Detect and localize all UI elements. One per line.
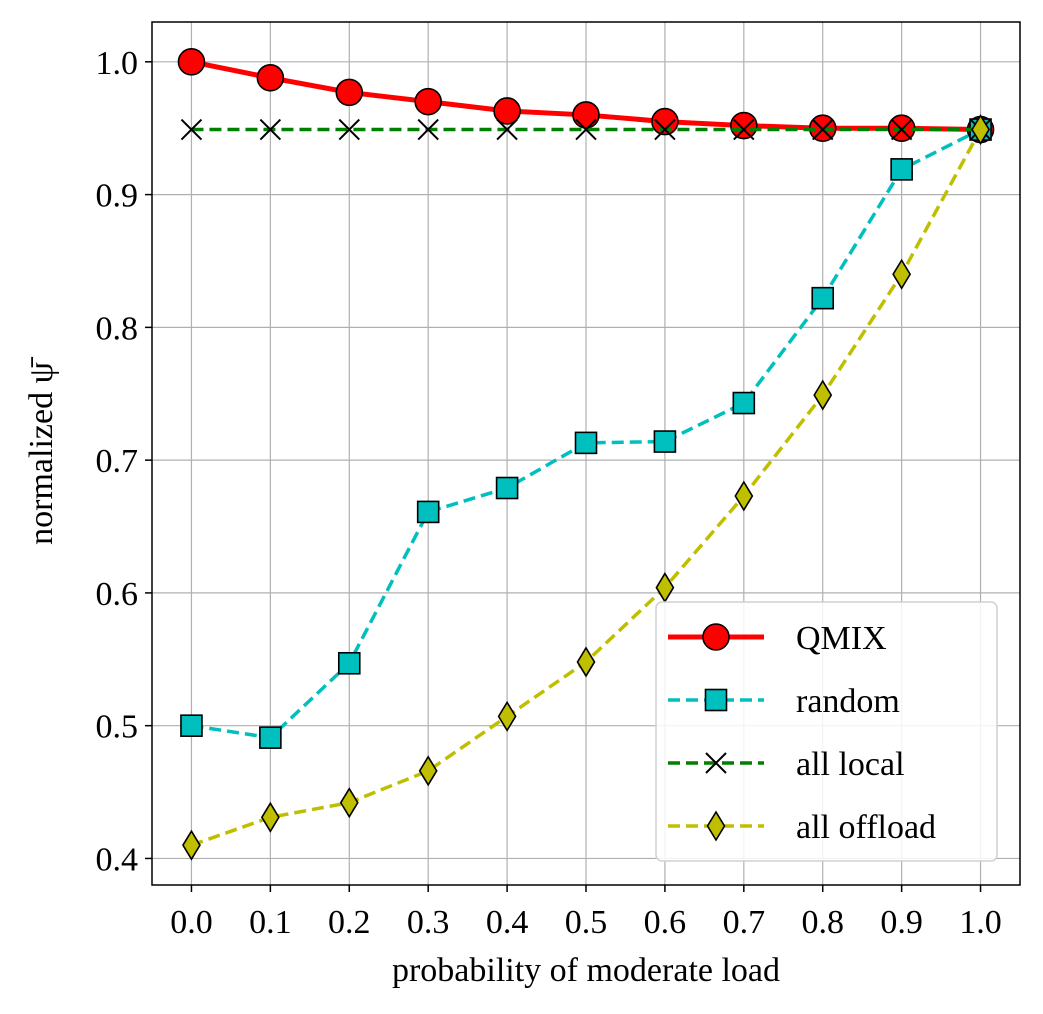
x-tick-label: 0.5	[565, 904, 608, 941]
legend-marker	[704, 688, 728, 712]
data-point	[177, 48, 206, 76]
data-point	[337, 651, 361, 675]
y-tick-label: 1.0	[96, 45, 139, 82]
x-tick-label: 0.3	[407, 904, 450, 941]
y-tick-label: 0.5	[96, 709, 139, 746]
data-point	[493, 97, 521, 125]
x-tick-label: 0.1	[249, 904, 292, 941]
series-all-offload	[182, 114, 990, 861]
legend-item: random	[668, 683, 900, 720]
data-point	[418, 755, 438, 787]
y-axis-label: normalized ψ̄	[23, 356, 60, 545]
legend-item: all local	[668, 746, 905, 783]
data-point	[180, 714, 203, 737]
legend-box	[655, 601, 998, 862]
data-point	[260, 801, 280, 833]
data-point	[497, 700, 517, 732]
data-point	[732, 391, 756, 415]
data-point	[256, 63, 285, 92]
data-point	[811, 286, 835, 310]
data-point	[576, 646, 596, 678]
x-tick-label: 0.7	[723, 904, 766, 941]
data-point	[259, 118, 282, 141]
x-tick-label: 0.2	[328, 904, 371, 941]
data-point	[339, 787, 359, 819]
data-point	[655, 572, 675, 604]
legend-item: QMIX	[668, 620, 887, 657]
data-point	[654, 118, 676, 141]
x-tick-label: 0.9	[880, 904, 923, 941]
data-point	[417, 118, 439, 141]
data-point	[733, 118, 755, 141]
y-tick-label: 0.8	[96, 310, 139, 347]
data-point	[971, 114, 990, 146]
data-point	[812, 118, 834, 141]
x-tick-label: 0.6	[644, 904, 687, 941]
data-point	[495, 476, 519, 500]
data-point	[890, 118, 913, 141]
legend-marker	[706, 810, 726, 842]
legend-label: random	[796, 683, 900, 720]
legend-label: all offload	[796, 809, 936, 846]
legend: QMIX random all local all offload	[655, 601, 998, 862]
x-axis-label: probability of moderate load	[392, 952, 780, 989]
data-point	[813, 379, 833, 411]
axis-ticks: 0.0 0.1 0.2 0.3 0.4 0.5 0.6 0.7 0.8 0.9 1.0 0.4 0.5 0…	[96, 45, 1002, 941]
legend-marker	[705, 752, 727, 774]
legend-item: all offload	[668, 809, 936, 846]
x-tick-label: 0.0	[170, 904, 213, 941]
x-tick-label: 0.8	[801, 904, 844, 941]
data-point	[335, 78, 364, 107]
data-point	[496, 118, 518, 141]
data-point	[575, 118, 597, 141]
y-tick-label: 0.4	[96, 841, 139, 878]
x-tick-label: 0.4	[486, 904, 529, 941]
data-point	[730, 111, 758, 140]
series-layer	[177, 48, 995, 861]
legend-label: all local	[796, 746, 905, 783]
series-all-local	[180, 118, 992, 141]
data-point	[180, 118, 203, 141]
y-tick-label: 0.9	[96, 178, 139, 215]
data-point	[414, 87, 442, 116]
data-point	[653, 430, 677, 453]
x-tick-label: 1.0	[959, 904, 1002, 941]
data-point	[572, 101, 600, 129]
y-tick-label: 0.7	[96, 443, 139, 480]
legend-marker	[702, 623, 730, 651]
data-point	[734, 480, 754, 512]
y-tick-label: 0.6	[96, 576, 139, 613]
data-point	[574, 431, 598, 455]
data-point	[416, 500, 440, 524]
data-point	[890, 158, 913, 181]
data-point	[892, 258, 912, 290]
legend-label: QMIX	[796, 620, 887, 657]
data-point	[259, 726, 282, 749]
data-point	[182, 829, 201, 861]
data-point	[338, 118, 360, 141]
